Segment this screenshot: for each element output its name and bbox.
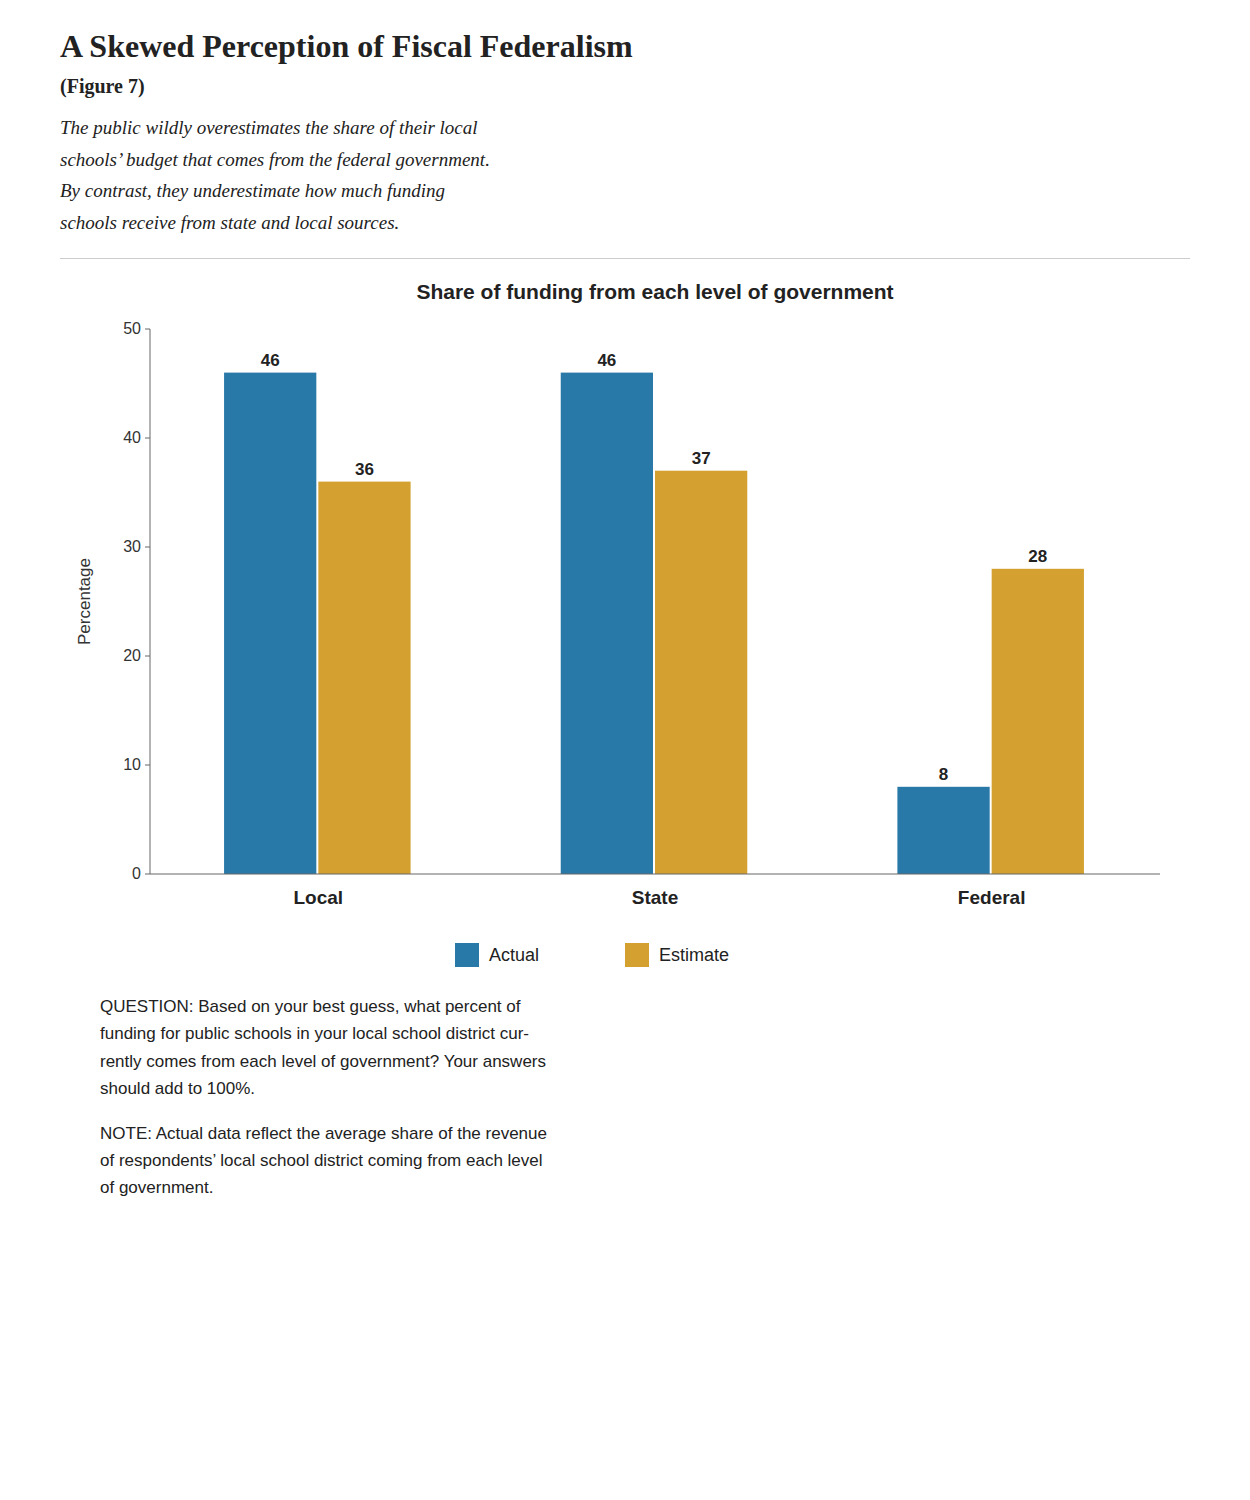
page-subtitle: (Figure 7) (60, 75, 1190, 98)
y-tick (145, 765, 150, 766)
annotation: QUESTION: Based on your best guess, what… (100, 993, 1190, 1102)
bars (224, 373, 1084, 874)
y-tick (145, 438, 150, 439)
y-axis (150, 329, 151, 874)
data-label: 8 (939, 765, 948, 784)
description-line: The public wildly overestimates the shar… (60, 114, 1190, 142)
legend: Actual Estimate (60, 929, 1190, 979)
legend-entry: Actual (489, 945, 539, 965)
data-label: 46 (261, 351, 280, 370)
legend-swatch (455, 943, 479, 967)
x-axis (150, 874, 1160, 875)
y-tick (145, 329, 150, 330)
page-title: A Skewed Perception of Fiscal Federalism (60, 28, 1190, 65)
chart: Share of funding from each level of gove… (60, 269, 1190, 929)
bar (992, 569, 1084, 874)
x-tick-label: Federal (958, 887, 1026, 908)
description-line: schools receive from state and local sou… (60, 209, 1190, 237)
x-tick-label: Local (294, 887, 344, 908)
y-tick-label: 30 (123, 538, 141, 555)
annotation: NOTE: Actual data reflect the average sh… (100, 1120, 1190, 1202)
bar (897, 787, 989, 874)
bar (655, 471, 747, 874)
y-tick-label: 40 (123, 429, 141, 446)
data-labels: 46 46 8 36 37 28 (261, 351, 1048, 784)
legend-swatch (625, 943, 649, 967)
bar (561, 373, 653, 874)
notes: QUESTION: Based on your best guess, what… (60, 993, 1190, 1201)
y-tick-label: 20 (123, 647, 141, 664)
y-tick (145, 547, 150, 548)
page: A Skewed Perception of Fiscal Federalism… (0, 0, 1250, 1202)
y-tick-label: 10 (123, 756, 141, 773)
bar (318, 482, 410, 874)
x-tick-label: State (632, 887, 678, 908)
y-tick-label: 50 (123, 320, 141, 337)
bar (224, 373, 316, 874)
y-tick (145, 874, 150, 875)
data-label: 46 (597, 351, 616, 370)
data-label: 28 (1028, 547, 1047, 566)
data-label: 36 (355, 460, 374, 479)
description-line: By contrast, they underestimate how much… (60, 177, 1190, 205)
legend-entry: Estimate (659, 945, 729, 965)
y-tick (145, 656, 150, 657)
y-axis-label: Percentage (75, 558, 94, 645)
y-tick-label: 0 (132, 865, 141, 882)
description-line: schools’ budget that comes from the fede… (60, 146, 1190, 174)
header: A Skewed Perception of Fiscal Federalism… (60, 28, 1190, 259)
chart-title: Share of funding from each level of gove… (416, 280, 893, 303)
data-label: 37 (692, 449, 711, 468)
